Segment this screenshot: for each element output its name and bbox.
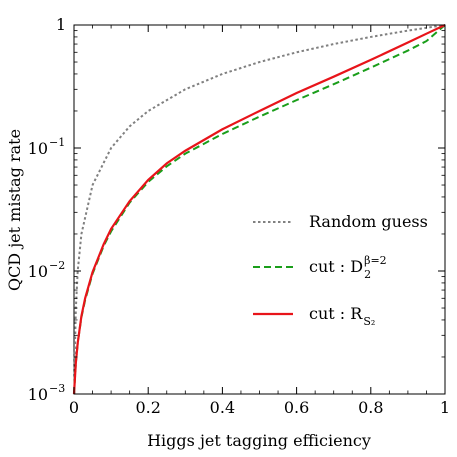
y-axis-label: QCD jet mistag rate: [5, 129, 24, 291]
legend-subscript-1: 2: [364, 268, 371, 281]
y-tick-label: 10: [28, 139, 48, 158]
x-tick-label: 1: [440, 398, 450, 417]
legend-label-0: Random guess: [309, 212, 428, 231]
legend-superscript-1: β=2: [364, 254, 387, 267]
series-line-0: [73, 24, 446, 395]
x-tick-label: 0: [69, 398, 79, 417]
y-tick-exponent: −2: [49, 259, 65, 272]
ticks-layer: 0 0.2 0.4 0.6 0.8 110 −310 −210 −11: [28, 15, 450, 417]
series-line-1: [73, 24, 446, 395]
plot-area: [73, 24, 446, 395]
y-tick-label: 1: [56, 15, 66, 34]
plot-frame: [73, 24, 446, 395]
x-tick-label: 0.4: [210, 398, 235, 417]
x-tick-label: 0.6: [284, 398, 309, 417]
x-axis-label: Higgs jet tagging efficiency: [147, 431, 371, 450]
y-tick-exponent: −1: [49, 136, 65, 149]
series-line-2: [72, 24, 446, 395]
x-tick-label: 0.2: [135, 398, 160, 417]
y-tick-exponent: −3: [49, 382, 65, 395]
legend-subscript-2: S₂: [363, 315, 375, 328]
y-tick-label: 10: [28, 385, 48, 404]
curves-layer: [72, 24, 446, 395]
legend-label-2: cut : R: [309, 304, 363, 323]
y-tick-label: 10: [28, 262, 48, 281]
x-tick-label: 0.8: [358, 398, 383, 417]
legend-label-1: cut : D: [309, 257, 363, 276]
